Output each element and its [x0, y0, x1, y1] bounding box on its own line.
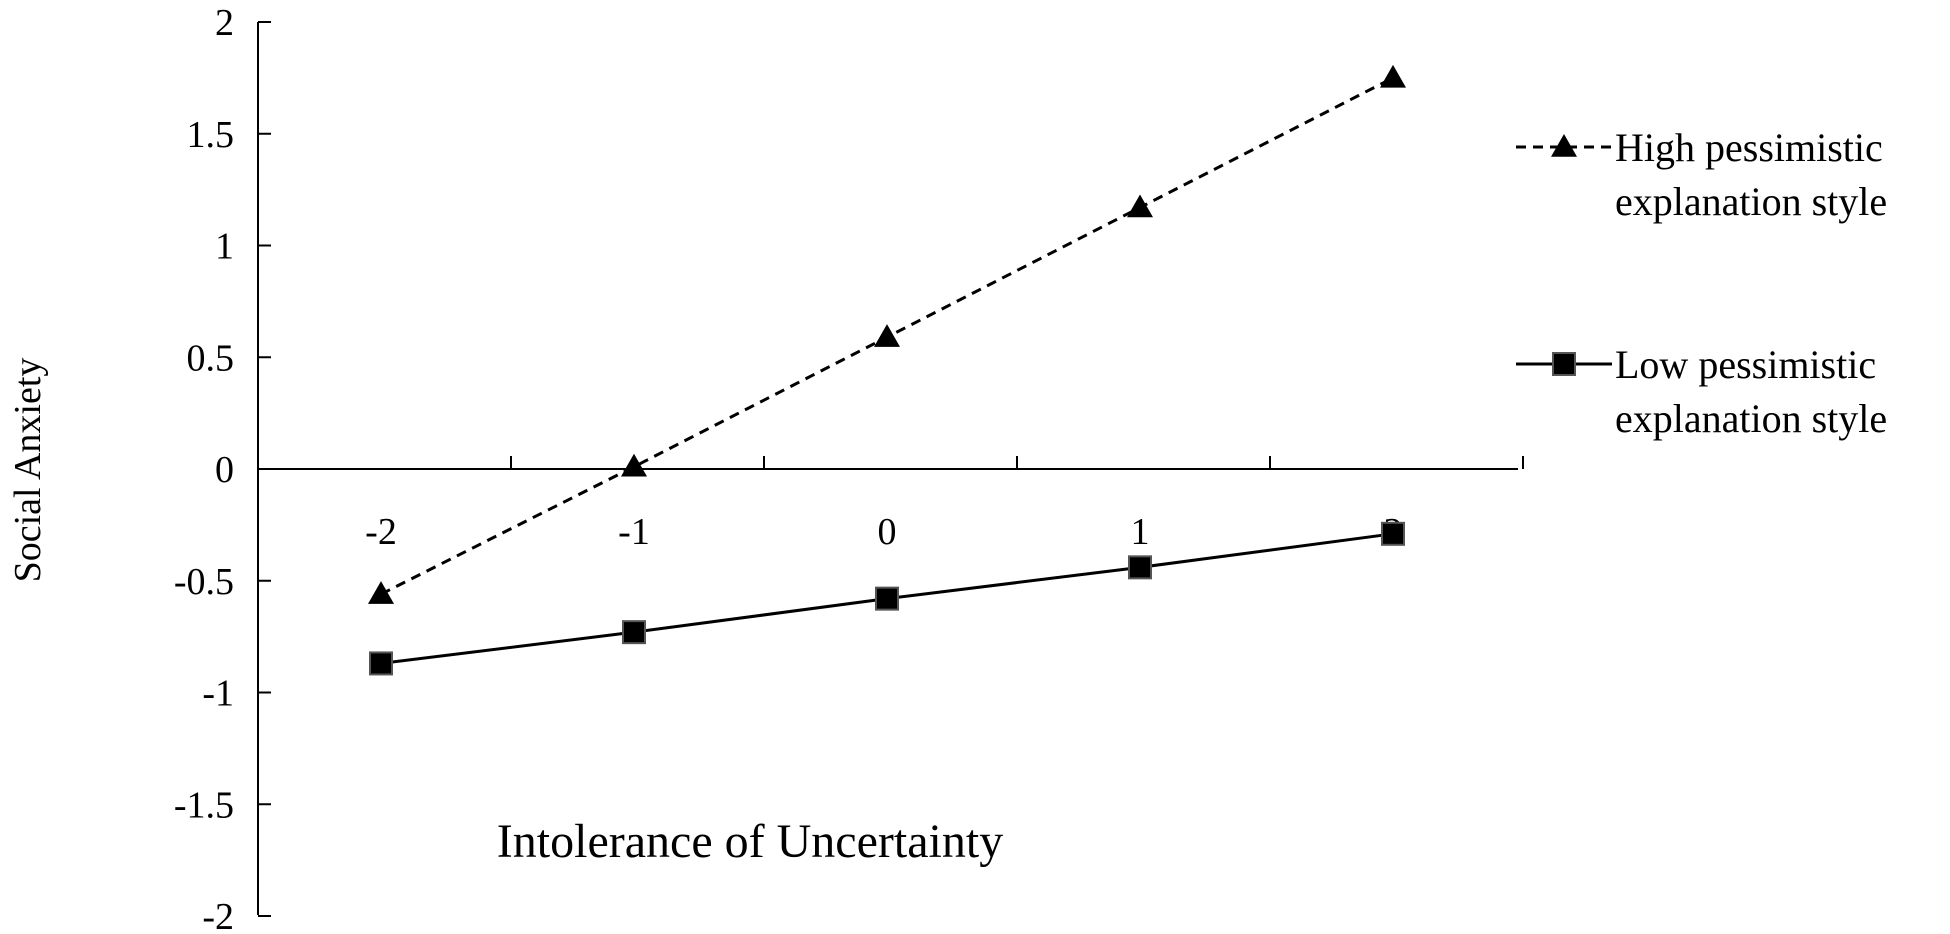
legend-entry-2: Low pessimistic explanation style — [1516, 342, 1887, 441]
y-tick-label: -1.5 — [174, 784, 234, 826]
x-tick-label: 1 — [1131, 511, 1150, 553]
legend-label: explanation style — [1615, 179, 1887, 224]
y-tick-label: 1.5 — [187, 114, 235, 156]
y-tick-label: -1 — [202, 673, 234, 715]
x-tick-label: 0 — [878, 511, 897, 553]
y-tick-label: -0.5 — [174, 561, 234, 603]
series-2-point — [369, 651, 393, 676]
legend-marker — [1551, 134, 1577, 157]
series-1-point — [621, 453, 647, 477]
series-1-point — [1380, 64, 1406, 88]
x-tick-label: -1 — [618, 511, 650, 553]
series-1-point — [874, 324, 900, 347]
legend-marker — [1552, 352, 1576, 376]
series-1-point — [368, 581, 394, 604]
y-axis-title: Social Anxiety — [7, 358, 49, 583]
series-2-point — [622, 620, 646, 645]
axes: 21.510.50-0.5-1-1.5-2-2-1012 — [174, 2, 1524, 934]
x-axis-title: Intolerance of Uncertainty — [497, 815, 1003, 868]
legend-label: Low pessimistic — [1615, 342, 1876, 387]
y-tick-label: -2 — [202, 896, 234, 934]
legend-label: High pessimistic — [1615, 125, 1883, 170]
series-2-point — [1128, 555, 1152, 580]
legend-label: explanation style — [1615, 396, 1887, 441]
y-tick-label: 0.5 — [187, 337, 235, 379]
series-2 — [369, 521, 1405, 676]
y-tick-label: 0 — [215, 449, 234, 491]
legend-entry-1: High pessimistic explanation style — [1516, 125, 1887, 224]
series-1 — [368, 64, 1406, 604]
series-2-point — [875, 586, 899, 611]
series-1-point — [1127, 194, 1153, 218]
series-layer — [368, 64, 1406, 676]
series-2-point — [1381, 521, 1405, 546]
y-tick-label: 2 — [215, 2, 234, 44]
x-tick-label: -2 — [365, 511, 397, 553]
y-tick-label: 1 — [215, 226, 234, 268]
